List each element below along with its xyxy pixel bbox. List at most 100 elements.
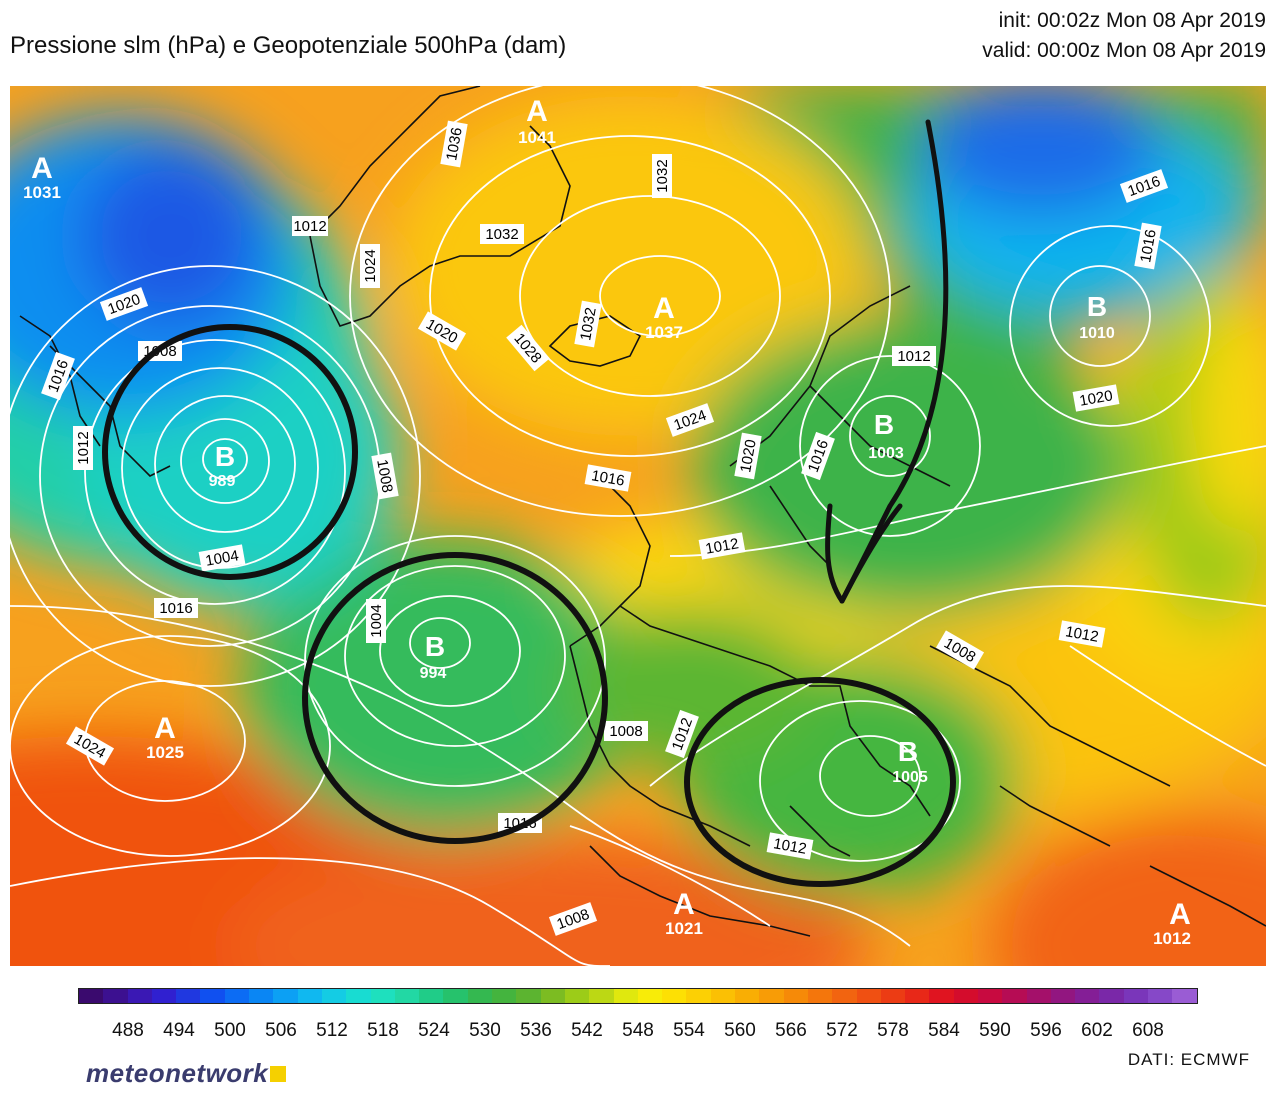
colorbar-swatch <box>953 989 978 1003</box>
colorbar-tick-label: 494 <box>163 1020 195 1041</box>
isobar-label: 1032 <box>654 159 671 192</box>
colorbar-swatch <box>905 989 930 1003</box>
pressure-center-value: 994 <box>420 665 447 682</box>
colorbar-swatch <box>273 989 298 1003</box>
pressure-center-value: 1005 <box>892 769 928 786</box>
colorbar-swatch <box>79 989 104 1003</box>
colorbar-swatch <box>662 989 687 1003</box>
colorbar-swatch <box>346 989 371 1003</box>
colorbar-swatch <box>1148 989 1173 1003</box>
pressure-center-value: 1037 <box>645 323 683 342</box>
colorbar-swatch <box>540 989 565 1003</box>
isobar-label: 1024 <box>362 249 379 282</box>
annotation-circles <box>102 324 956 887</box>
colorbar-tick-label: 602 <box>1081 1020 1113 1041</box>
colorbar-swatch <box>637 989 663 1003</box>
isobar-label: 1016 <box>1137 228 1160 264</box>
pressure-center-value: 1041 <box>518 128 556 147</box>
colorbar-tick-label: 524 <box>418 1020 450 1041</box>
colorbar-tick-label: 578 <box>877 1020 909 1041</box>
pressure-center-symbol: A <box>673 888 695 921</box>
isobar-label: 1016 <box>590 467 626 490</box>
colorbar-tick-label: 596 <box>1030 1020 1062 1041</box>
colorbar-swatch <box>467 989 493 1003</box>
isobar-label: 1036 <box>443 126 466 162</box>
isobar-label: 1012 <box>704 535 740 558</box>
colorbar-swatch <box>200 989 225 1003</box>
map-title: Pressione slm (hPa) e Geopotenziale 500h… <box>10 32 567 59</box>
colorbar-tick-label: 518 <box>367 1020 399 1041</box>
isobar-label: 1008 <box>373 458 396 494</box>
colorbar-swatch <box>880 989 906 1003</box>
colorbar-swatch <box>443 989 468 1003</box>
pressure-center-value: 1021 <box>665 919 703 938</box>
colorbar-tick-label: 566 <box>775 1020 807 1041</box>
colorbar-tick-label: 506 <box>265 1020 297 1041</box>
logo-text: meteonetwork <box>86 1058 269 1088</box>
colorbar-swatch <box>394 989 420 1003</box>
colorbar-swatch <box>929 989 954 1003</box>
colorbar-swatch <box>297 989 322 1003</box>
colorbar-tick-label: 590 <box>979 1020 1011 1041</box>
pressure-center-symbol: A <box>154 712 176 745</box>
timestamp-box: init: 00:02z Mon 08 Apr 2019 valid: 00:0… <box>982 6 1266 66</box>
colorbar-tick-label: 554 <box>673 1020 705 1041</box>
colorbar-tick-label: 584 <box>928 1020 960 1041</box>
pressure-centers: A 1031 A 1041 A 1037 A 1025 A 1021 A 101… <box>23 95 1191 948</box>
colorbar-swatch <box>151 989 177 1003</box>
colorbar-tick-label: 488 <box>112 1020 144 1041</box>
colorbar-swatch <box>103 989 128 1003</box>
colorbar-swatch <box>224 989 250 1003</box>
colorbar-swatch <box>1172 989 1197 1003</box>
init-time: init: 00:02z Mon 08 Apr 2019 <box>998 9 1266 32</box>
data-source: DATI: ECMWF <box>1127 1050 1250 1069</box>
colorbar-swatch <box>127 989 152 1003</box>
isobar-label: 1032 <box>485 226 518 243</box>
isobar-label: 1020 <box>737 438 760 474</box>
colorbar-swatch <box>370 989 395 1003</box>
pressure-center-symbol: B <box>425 631 445 662</box>
colorbar-swatch <box>710 989 736 1003</box>
isobar-label: 1032 <box>577 306 600 342</box>
weather-map: A 1031 A 1041 A 1037 A 1025 A 1021 A 101… <box>10 86 1266 966</box>
pressure-center-value: 1003 <box>868 445 904 462</box>
colorbar-swatch <box>564 989 590 1003</box>
colorbar-swatch <box>759 989 784 1003</box>
isobar-label: 1012 <box>75 431 92 464</box>
colorbar-swatch <box>686 989 711 1003</box>
logo-square-icon <box>270 1066 287 1082</box>
pressure-center-symbol: B <box>215 441 235 472</box>
colorbar-swatch <box>589 989 614 1003</box>
colorbar-swatch <box>783 989 808 1003</box>
colorbar-tick-label: 560 <box>724 1020 756 1041</box>
colorbar-swatch <box>832 989 857 1003</box>
meteonetwork-logo: meteonetwork <box>86 1058 287 1089</box>
pressure-center-symbol: A <box>31 152 53 185</box>
pressure-center-symbol: B <box>898 736 918 767</box>
pressure-center-symbol: B <box>1087 291 1107 322</box>
colorbar-swatch <box>1026 989 1051 1003</box>
isobar-label: 1016 <box>159 600 192 617</box>
colorbar-swatch <box>176 989 201 1003</box>
colorbar-swatch <box>1075 989 1100 1003</box>
colorbar-ticks: 488 494 500 506 512 518 524 530 536 542 548 554 560 5… <box>78 1004 1198 1041</box>
colorbar-swatch <box>613 989 638 1003</box>
colorbar-swatch <box>807 989 833 1003</box>
colorbar-swatch <box>1123 989 1149 1003</box>
colorbar-swatch <box>492 989 517 1003</box>
colorbar-tick-label: 512 <box>316 1020 348 1041</box>
isobars <box>10 86 1266 966</box>
pressure-center-symbol: A <box>526 95 548 128</box>
pressure-center-symbol: A <box>653 292 675 325</box>
isobar-label: 1020 <box>1078 387 1114 410</box>
colorbar-swatch <box>1050 989 1076 1003</box>
pressure-center-value: 989 <box>209 473 236 490</box>
colorbar-swatch <box>321 989 347 1003</box>
colorbar-swatch <box>249 989 274 1003</box>
colorbar-swatch <box>735 989 760 1003</box>
colorbar-swatch <box>856 989 881 1003</box>
colorbar-tick-label: 536 <box>520 1020 552 1041</box>
colorbar-swatch <box>419 989 444 1003</box>
isobar-label: 1004 <box>204 547 240 570</box>
pressure-center-value: 1025 <box>146 743 184 762</box>
